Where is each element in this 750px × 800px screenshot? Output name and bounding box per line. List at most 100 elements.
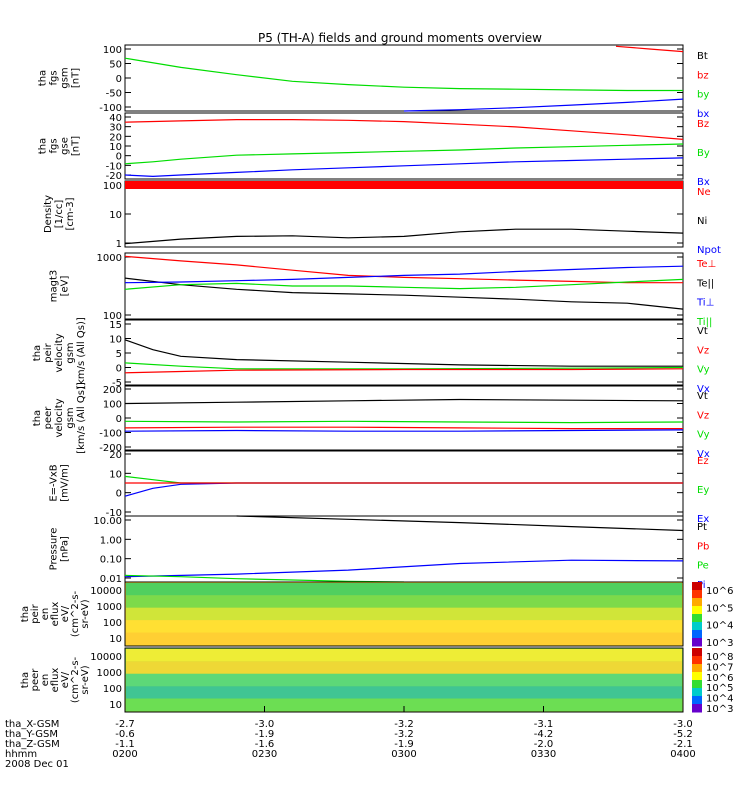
legend-Te||: Te|| bbox=[696, 278, 714, 289]
y-axis-label: tha bbox=[32, 345, 43, 361]
legend-bz: bz bbox=[697, 70, 709, 81]
colorbar-segment bbox=[692, 582, 702, 591]
series-fgs-gsm-green bbox=[124, 57, 683, 92]
panel-frame-density bbox=[124, 180, 684, 248]
y-tick-label: 10 bbox=[109, 142, 122, 153]
x-tick-label: 0330 bbox=[531, 749, 556, 760]
y-axis-label: tha bbox=[20, 606, 31, 622]
x-row-label: tha_Y-GSM bbox=[5, 729, 58, 740]
y-tick-label: -100 bbox=[99, 429, 122, 440]
x-row-value: -3.2 bbox=[394, 719, 414, 730]
y-tick-label: 0 bbox=[116, 152, 122, 163]
legend-Vx: Vx bbox=[697, 449, 710, 460]
legend-Vx: Vx bbox=[697, 384, 710, 395]
y-axis-label: gsm bbox=[65, 342, 76, 363]
x-row-label: tha_X-GSM bbox=[5, 719, 59, 730]
y-axis-label: peir bbox=[30, 603, 41, 623]
y-tick-label: 1 bbox=[116, 239, 122, 250]
spectrogram-band bbox=[126, 595, 682, 608]
x-row-value: -4.2 bbox=[534, 729, 554, 740]
y-axis-label: fgs bbox=[49, 138, 60, 153]
y-tick-label: 30 bbox=[109, 123, 122, 134]
x-row-value: -1.9 bbox=[255, 729, 275, 740]
legend-Ti⊥: Ti⊥ bbox=[696, 298, 714, 309]
y-tick-label: 1000 bbox=[97, 602, 122, 613]
y-axis-label: en bbox=[40, 608, 51, 621]
y-axis-label: [km/s (All Qs)] bbox=[76, 382, 87, 454]
x-row-value: -1.1 bbox=[115, 739, 135, 750]
series-fgs-gse-blue bbox=[124, 157, 684, 178]
legend-Bz: Bz bbox=[697, 119, 709, 130]
colorbar-tick: 10^7 bbox=[706, 662, 733, 673]
colorbar-segment bbox=[692, 704, 702, 713]
colorbar-segment bbox=[692, 680, 702, 689]
x-row-value: -3.2 bbox=[394, 729, 414, 740]
y-axis-label: (cm^2-s- bbox=[70, 656, 81, 703]
y-axis-label: sr-eV) bbox=[80, 665, 91, 694]
y-axis-label: velocity bbox=[54, 333, 65, 372]
y-tick-label: 1.00 bbox=[100, 535, 122, 546]
colorbar-segment bbox=[692, 638, 702, 647]
y-axis-label: velocity bbox=[54, 398, 65, 437]
colorbar-segment bbox=[692, 672, 702, 681]
y-tick-label: 0 bbox=[116, 74, 122, 85]
y-axis-label: peir bbox=[43, 342, 54, 362]
y-tick-label: 5 bbox=[116, 349, 122, 360]
legend-Vy: Vy bbox=[697, 365, 710, 376]
legend-Pt: Pt bbox=[697, 522, 707, 533]
legend-Npot: Npot bbox=[697, 245, 721, 256]
legend-bx: bx bbox=[697, 109, 709, 120]
series-pressure-green bbox=[124, 574, 405, 583]
figure-title: P5 (TH-A) fields and ground moments over… bbox=[258, 31, 542, 45]
x-row-value: -2.0 bbox=[534, 739, 554, 750]
spectrogram-band bbox=[126, 632, 682, 645]
legend-Vz: Vz bbox=[697, 410, 709, 421]
x-row-value: -2.1 bbox=[673, 739, 693, 750]
y-axis-label: tha bbox=[38, 70, 49, 86]
y-axis-label: tha bbox=[38, 138, 49, 154]
colorbar-segment bbox=[692, 656, 702, 665]
y-axis-label: eV/ bbox=[60, 605, 71, 622]
legend-Ne: Ne bbox=[697, 187, 711, 198]
series-peer-velocity-green bbox=[124, 420, 684, 424]
y-tick-label: 1000 bbox=[97, 668, 122, 679]
series-peir-velocity-red bbox=[124, 368, 684, 374]
spectrogram-band bbox=[126, 686, 682, 699]
y-tick-label: 100 bbox=[103, 618, 122, 629]
colorbar-tick: 10^5 bbox=[706, 603, 733, 614]
y-tick-label: 0 bbox=[116, 364, 122, 375]
legend-Ez: Ez bbox=[697, 456, 709, 467]
legend-Ti||: Ti|| bbox=[696, 317, 712, 328]
y-axis-label: [eV] bbox=[60, 276, 71, 297]
series-efield-green bbox=[124, 475, 683, 484]
colorbar-tick: 10^6 bbox=[706, 673, 733, 684]
x-row-label: hhmm bbox=[5, 749, 37, 760]
y-tick-label: 100 bbox=[103, 311, 122, 322]
y-axis-label: magt3 bbox=[49, 270, 60, 303]
panel-frame-peer-velocity bbox=[124, 384, 684, 452]
spectrogram-band bbox=[126, 661, 682, 674]
legend-Ex: Ex bbox=[697, 514, 709, 525]
y-tick-label: 200 bbox=[103, 385, 122, 396]
series-fgs-gsm-red bbox=[615, 45, 684, 53]
series-density-black bbox=[124, 228, 684, 245]
x-row-value: -0.6 bbox=[115, 729, 135, 740]
series-pressure-blue bbox=[124, 559, 684, 578]
y-tick-label: 1000 bbox=[97, 253, 122, 264]
y-axis-label: [km/s (All Qs)] bbox=[76, 317, 87, 389]
y-axis-label: fgs bbox=[49, 70, 60, 85]
series-peer-velocity-red bbox=[124, 426, 683, 430]
y-tick-label: 100 bbox=[103, 181, 122, 192]
legend-Pb: Pb bbox=[697, 541, 709, 552]
x-row-value: -3.1 bbox=[534, 719, 554, 730]
series-temperature-red bbox=[124, 255, 683, 284]
y-tick-label: 0 bbox=[116, 414, 122, 425]
series-peer-velocity-blue bbox=[124, 429, 684, 432]
y-tick-label: 10000 bbox=[90, 652, 122, 663]
colorbar-segment bbox=[692, 622, 702, 631]
x-row-value: -5.2 bbox=[673, 729, 693, 740]
colorbar-segment bbox=[692, 630, 702, 639]
y-tick-label: 100 bbox=[103, 684, 122, 695]
y-axis-label: peer bbox=[43, 406, 54, 430]
